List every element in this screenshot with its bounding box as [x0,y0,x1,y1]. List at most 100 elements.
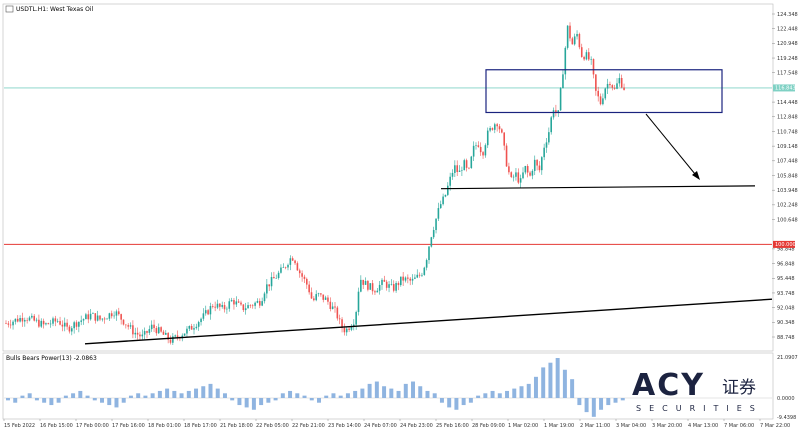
candle-bull [261,301,263,306]
candle-bull [416,274,419,278]
candle-bear [371,283,374,292]
y-tick-label: 107.448 [777,159,798,165]
indicator-bar [490,390,495,398]
candle-bear [526,165,529,173]
candle-bear [613,87,616,89]
candle-bear [367,281,369,290]
candle-bull [82,319,85,321]
candle-bear [296,263,299,271]
candles-layer [5,22,625,345]
y-tick-label: 109.148 [777,144,798,150]
candle-bear [329,301,332,309]
candle-bear [242,304,245,311]
candle-bull [315,294,317,301]
candle-bull [484,145,487,156]
candle-bull [197,322,200,327]
indicator-bar [49,398,54,406]
indicator-bar [56,398,61,403]
candle-bull [331,306,334,309]
candle-bull [78,321,80,327]
candle-bear [33,315,35,321]
candle-bear [120,314,122,320]
candle-bear [118,311,120,315]
indicator-bar [367,383,372,398]
indicator-bar [78,390,83,398]
y-tick-label: 102.248 [777,203,798,209]
candle-bear [162,331,165,335]
candle-bear [468,167,470,169]
candle-bear [16,318,19,322]
indicator-bar [338,395,343,398]
x-tick-label: 2 Mar 11:00 [580,423,610,429]
candle-bull [566,25,569,48]
candle-bear [383,279,386,282]
candle-bull [106,318,108,320]
indicator-bar [548,362,553,398]
candle-bear [284,267,287,268]
x-tick-label: 24 Feb 23:00 [400,423,433,429]
indicator-bar [541,367,546,398]
candle-bear [510,172,513,178]
indicator-bar [476,395,481,398]
indicator-bar [128,395,133,398]
candle-bear [214,306,216,308]
candle-bull [148,329,151,333]
candle-bull [204,310,207,314]
candle-bull [186,328,188,334]
indicator-bar [42,398,47,403]
candle-bull [376,290,379,293]
candle-bear [501,129,503,133]
y-tick-label: 95.448 [777,276,795,282]
indicator-bar [396,390,401,398]
indicator-bar [577,398,582,406]
current-price-label: 116.843 [775,86,796,92]
candle-bear [491,128,494,130]
logo-cjk: 证券 [722,378,756,398]
indicator-bar [157,390,162,398]
indicator-bar [201,386,206,398]
resistance-price-tag: 100.000 [773,240,796,248]
candle-bull [369,283,372,290]
candle-bull [562,74,564,89]
candle-bear [338,318,341,320]
indicator-bar [273,398,278,401]
indicator-y-tick-label: -9.4398 [777,415,796,421]
indicator-bar [512,388,517,398]
candle-bull [590,59,592,60]
candle-bull [432,230,435,238]
x-tick-label: 1 Mar 19:00 [544,423,574,429]
candle-bear [597,90,599,97]
candle-bull [411,278,414,281]
x-tick-label: 17 Feb 00:00 [76,423,109,429]
candle-bull [216,303,219,308]
candle-bear [336,307,339,319]
candle-bull [96,315,99,321]
candle-bear [588,52,590,60]
candle-bull [548,132,550,143]
indicator-panel [2,352,774,420]
indicator-bar [172,390,177,398]
candle-bull [209,306,212,315]
candle-bear [385,281,388,288]
indicator-bar [360,388,365,398]
candle-bull [172,336,174,343]
chart-header: USDTL.H1: West Texas Oil [5,5,94,13]
candle-bull [235,301,238,305]
x-tick-label: 7 Mar 22:00 [760,423,790,429]
x-tick-label: 17 Feb 16:00 [112,423,145,429]
candle-bull [73,322,75,329]
candle-bull [324,297,327,300]
y-tick-label: 114.448 [777,100,798,106]
candle-bear [294,260,296,264]
y-tick-label: 93.748 [777,291,795,297]
indicator-bar [591,398,596,417]
indicator-bar [403,383,408,398]
indicator-bar [92,398,97,401]
candle-bull [458,170,461,172]
x-tick-label: 1 Mar 02:00 [508,423,538,429]
candle-bear [623,87,625,90]
indicator-bar [302,395,307,398]
y-tick-label: 90.348 [777,320,795,326]
candle-bull [174,335,176,337]
candle-bull [115,311,118,316]
